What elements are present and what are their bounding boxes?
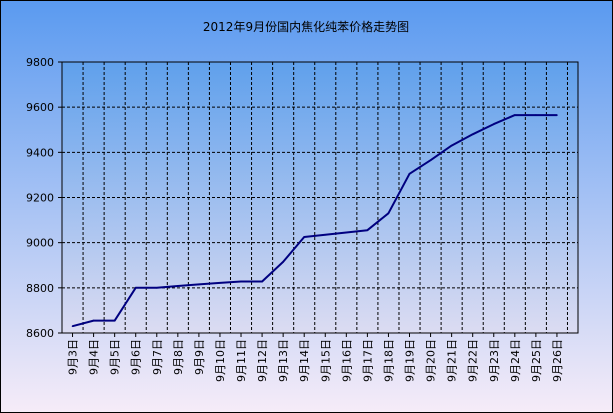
data-point xyxy=(514,114,516,116)
x-tick-label: 9月26日 xyxy=(551,339,564,382)
x-tick-label: 9月10日 xyxy=(214,339,227,382)
data-point xyxy=(219,282,221,284)
data-point xyxy=(492,123,495,125)
x-tick-label: 9月22日 xyxy=(467,339,480,382)
data-point xyxy=(71,325,74,328)
x-tick-label: 9月11日 xyxy=(235,339,248,382)
data-point xyxy=(134,287,137,289)
x-tick-label: 9月21日 xyxy=(446,339,459,382)
x-tick-label: 9月25日 xyxy=(530,339,543,382)
data-point xyxy=(261,280,263,283)
x-tick-label: 9月18日 xyxy=(382,339,395,382)
data-point xyxy=(177,285,179,287)
x-tick-label: 9月20日 xyxy=(425,339,438,382)
y-tick-label: 9800 xyxy=(26,56,54,69)
series-line-0 xyxy=(72,114,557,328)
y-tick-label: 8600 xyxy=(26,327,54,340)
data-point xyxy=(387,212,390,215)
x-tick-label: 9月8日 xyxy=(172,339,185,375)
data-point xyxy=(535,114,537,116)
data-point xyxy=(556,114,558,116)
y-axis-ticks: 8600 8800 9000 9200 9400 9600 9800 xyxy=(26,56,54,340)
x-tick-label: 9月13日 xyxy=(277,339,290,382)
data-point xyxy=(92,319,95,322)
series-layer xyxy=(71,114,558,328)
data-point xyxy=(303,236,306,238)
data-point xyxy=(240,280,242,283)
x-tick-label: 9月7日 xyxy=(151,339,164,375)
data-point xyxy=(429,159,432,162)
y-tick-label: 8800 xyxy=(26,282,54,295)
x-tick-label: 9月4日 xyxy=(88,339,101,375)
y-tick-label: 9600 xyxy=(26,101,54,114)
x-axis-ticks: 9月3日 9月4日 9月5日 9月6日 9月7日 9月8日 9月9日 9月10日 9月11日 9月… xyxy=(67,339,564,382)
x-tick-label: 9月9日 xyxy=(193,339,206,375)
x-tick-label: 9月12日 xyxy=(256,339,269,382)
x-tick-label: 9月19日 xyxy=(404,339,417,382)
x-tick-label: 9月23日 xyxy=(488,339,501,382)
y-tick-label: 9000 xyxy=(26,237,54,250)
data-point xyxy=(324,233,327,236)
y-tick-label: 9400 xyxy=(26,146,54,159)
data-point xyxy=(282,261,284,263)
data-point xyxy=(408,172,411,175)
data-point xyxy=(345,231,348,234)
x-tick-label: 9月24日 xyxy=(509,339,522,382)
x-tick-label: 9月14日 xyxy=(298,339,311,382)
x-tick-label: 9月6日 xyxy=(130,339,143,375)
x-tick-label: 9月3日 xyxy=(67,339,80,375)
chart-title: 2012年9月份国内焦化纯苯价格走势图 xyxy=(203,19,409,34)
x-tick-label: 9月17日 xyxy=(361,339,374,382)
data-point xyxy=(113,319,116,322)
data-point xyxy=(155,287,158,289)
x-tick-label: 9月5日 xyxy=(109,339,122,375)
x-tick-label: 9月16日 xyxy=(340,339,353,382)
data-point xyxy=(471,133,474,136)
data-point xyxy=(366,229,369,232)
data-point xyxy=(450,144,453,147)
data-point xyxy=(198,283,200,286)
x-tick-label: 9月15日 xyxy=(319,339,332,382)
y-tick-label: 9200 xyxy=(26,192,54,205)
